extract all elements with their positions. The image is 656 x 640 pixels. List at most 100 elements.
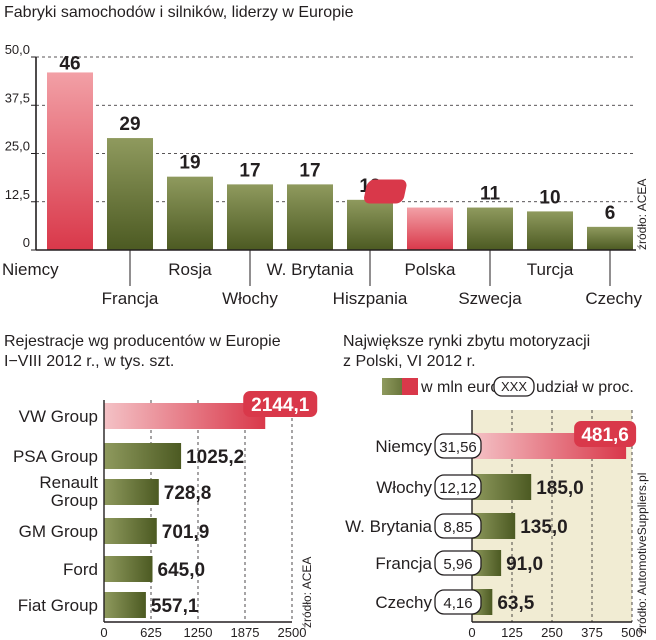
category-label-ford: Ford bbox=[63, 560, 98, 579]
bar-rosja bbox=[167, 176, 213, 250]
value-label-francja: 91,0 bbox=[506, 554, 543, 575]
legend-value-label: w mln euro bbox=[420, 379, 499, 396]
value-label-gm-group: 701,9 bbox=[162, 522, 210, 543]
chart1-title: Fabryki samochodów i silników, liderzy w… bbox=[4, 4, 354, 21]
bar-w-ochy bbox=[227, 184, 273, 250]
value-label-renault-group: 728,8 bbox=[164, 483, 212, 504]
chart3-x-tick-label: 125 bbox=[501, 625, 523, 640]
chart1-gridlines bbox=[36, 56, 636, 203]
legend-share-sample: XXX bbox=[501, 379, 527, 394]
share-label-niemcy: 31,56 bbox=[439, 439, 477, 456]
category-label-w-ochy: Włochy bbox=[376, 478, 432, 497]
chart3-category-labels: Niemcy Włochy W. Brytania Francja Czechy bbox=[345, 437, 432, 612]
value-label-francja: 29 bbox=[119, 114, 140, 135]
category-label-psa-group: PSA Group bbox=[13, 447, 98, 466]
category-label-hiszpania: Hiszpania bbox=[333, 289, 408, 308]
value-label-polska: 11 bbox=[412, 183, 433, 204]
value-label-w-brytania: 17 bbox=[299, 160, 320, 181]
legend-share-label: udział w proc. bbox=[536, 379, 634, 396]
value-label-czechy: 6 bbox=[605, 203, 616, 224]
chart1-value-labels: 4629191717131111106 bbox=[59, 53, 615, 223]
value-label-czechy: 63,5 bbox=[497, 593, 534, 614]
category-label-w-brytania: W. Brytania bbox=[267, 260, 354, 279]
category-label-fiat-group: Fiat Group bbox=[18, 596, 98, 615]
category-label-rosja: Rosja bbox=[168, 260, 212, 279]
category-label-gm-group: GM Group bbox=[19, 522, 98, 541]
category-label-renault-group: Renault bbox=[39, 473, 98, 492]
chart2-bars bbox=[104, 403, 266, 618]
chart3-source: źródło: AutomotiveSuppliers.pl bbox=[635, 473, 649, 634]
chart1-y-tick-label: 12,5 bbox=[5, 187, 30, 202]
category-label-w-ochy: Włochy bbox=[222, 289, 278, 308]
category-label-niemcy: Niemcy bbox=[375, 437, 432, 456]
bar-renault-group bbox=[104, 479, 159, 505]
bar-w-ochy bbox=[472, 474, 532, 500]
chart1-source: źródło: ACEA bbox=[635, 179, 649, 250]
chart3-x-tick-label: 500 bbox=[621, 625, 643, 640]
bar-turcja bbox=[527, 211, 573, 250]
chart1-y-tick-label: 0 bbox=[23, 235, 30, 250]
chart2-axis bbox=[103, 400, 292, 623]
chart3-x-tick-label: 0 bbox=[468, 625, 475, 640]
chart2-x-tick-label: 0 bbox=[100, 625, 107, 640]
share-label-czechy: 4,16 bbox=[443, 595, 472, 612]
chart3-share-labels: 31,56 12,12 8,85 5,96 4,16 bbox=[434, 433, 482, 615]
value-label-w-brytania: 135,0 bbox=[520, 517, 568, 538]
share-box-czechy bbox=[434, 589, 482, 615]
category-label-czechy: Czechy bbox=[375, 593, 432, 612]
bar-niemcy bbox=[47, 72, 93, 250]
category-label-niemcy: Niemcy bbox=[2, 260, 59, 279]
chart3-subtitle: z Polski, VI 2012 r. bbox=[343, 353, 476, 370]
chart2-subtitle: I−VIII 2012 r., w tys. szt. bbox=[4, 353, 174, 370]
chart3-gridlines bbox=[511, 410, 633, 622]
bar-vw-group bbox=[104, 403, 266, 429]
value-label-turcja: 10 bbox=[539, 187, 560, 208]
chart1-y-ticks: 0 12,5 25,0 37,5 50,0 bbox=[5, 42, 36, 251]
chart1-y-tick-label: 50,0 bbox=[5, 42, 30, 57]
value-badge-vw-group bbox=[243, 391, 318, 417]
bar-psa-group bbox=[104, 443, 182, 469]
chart2-x-tick-label: 1875 bbox=[231, 625, 260, 640]
chart3-x-ticks: 0 125 250 375 500 bbox=[468, 625, 642, 640]
share-box-francja bbox=[434, 550, 482, 576]
bar-czechy bbox=[587, 226, 633, 250]
chart2-gridlines bbox=[150, 400, 293, 622]
chart2-x-tick-label: 1250 bbox=[184, 625, 213, 640]
value-badge-polska bbox=[364, 179, 407, 204]
bar-hiszpania bbox=[347, 199, 393, 250]
category-label-renault-group-line2: Group bbox=[51, 491, 98, 510]
value-label-vw-group: 2144,1 bbox=[251, 395, 310, 416]
legend-value-swatch-highlight bbox=[402, 378, 418, 395]
value-badge-niemcy bbox=[574, 421, 637, 447]
bar-fiat-group bbox=[104, 592, 146, 618]
value-label-niemcy: 481,6 bbox=[581, 425, 629, 446]
chart1-y-tick-label: 25,0 bbox=[5, 139, 30, 154]
bar-polska bbox=[407, 207, 453, 250]
chart2-source: źródło: ACEA bbox=[300, 557, 314, 628]
chart2-x-ticks: 0 625 1250 1875 2500 bbox=[100, 625, 306, 640]
bar-w-brytania bbox=[287, 184, 333, 250]
category-label-turcja: Turcja bbox=[527, 260, 574, 279]
chart2-value-labels: 2144,1 1025,2 728,8 701,9 645,0 557,1 bbox=[151, 391, 318, 617]
value-label-w-ochy: 17 bbox=[239, 160, 260, 181]
chart3-x-tick-label: 375 bbox=[581, 625, 603, 640]
category-label-vw-group: VW Group bbox=[19, 407, 98, 426]
chart3-legend: w mln euro XXX udział w proc. bbox=[382, 376, 634, 397]
value-label-psa-group: 1025,2 bbox=[186, 447, 244, 468]
category-label-polska: Polska bbox=[404, 260, 456, 279]
legend-share-sample-box bbox=[493, 376, 535, 397]
chart2-title: Rejestracje wg producentów w Europie bbox=[4, 333, 281, 350]
chart3-value-labels: 481,6 185,0 135,0 91,0 63,5 bbox=[497, 421, 637, 614]
chart3-x-tick-label: 250 bbox=[541, 625, 563, 640]
category-label-w-brytania: W. Brytania bbox=[345, 517, 432, 536]
chart1-y-tick-label: 37,5 bbox=[5, 90, 30, 105]
bar-gm-group bbox=[104, 518, 157, 544]
value-label-szwecja: 11 bbox=[480, 184, 501, 205]
share-box-niemcy bbox=[434, 433, 482, 459]
bar-ford bbox=[104, 556, 153, 582]
value-label-niemcy: 46 bbox=[59, 53, 80, 74]
bar-francja bbox=[107, 138, 153, 250]
chart3-title: Największe rynki zbytu motoryzacji bbox=[343, 333, 590, 350]
